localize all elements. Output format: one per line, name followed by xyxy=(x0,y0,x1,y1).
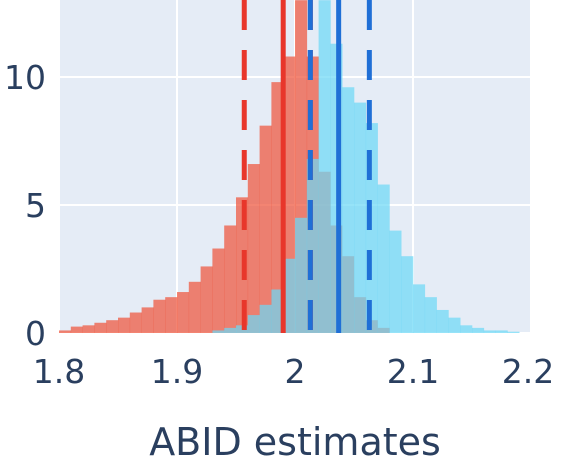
histogram-bar xyxy=(224,327,237,333)
x-tick-label: 1.9 xyxy=(151,352,203,391)
x-axis-title: ABID estimates xyxy=(149,420,441,464)
x-tick-label: 2.2 xyxy=(502,352,554,391)
x-axis-ticks: 1.8 1.9 2 2.1 2.2 xyxy=(33,352,554,391)
histogram-bar xyxy=(94,322,107,333)
histogram-bar xyxy=(460,325,473,333)
histogram-bar xyxy=(413,284,426,333)
histogram-bar xyxy=(188,281,201,333)
histogram-bar xyxy=(212,330,225,333)
histogram-bars xyxy=(59,0,520,334)
x-tick-label: 1.8 xyxy=(33,352,85,391)
histogram-bar xyxy=(448,317,461,333)
histogram-bar xyxy=(129,312,142,333)
histogram-bar xyxy=(177,292,190,333)
x-tick-label: 2 xyxy=(285,352,306,391)
histogram-bar xyxy=(436,309,449,333)
histogram-bar xyxy=(259,304,272,333)
reference-lines xyxy=(241,0,372,333)
histogram-bar xyxy=(200,266,213,333)
y-tick-label: 10 xyxy=(4,58,46,97)
histogram-bar xyxy=(165,297,178,333)
histogram-bar xyxy=(318,0,331,333)
histogram-bar xyxy=(472,327,485,333)
x-tick-label: 2.1 xyxy=(387,352,439,391)
histogram-bar xyxy=(401,256,414,333)
histogram-bar xyxy=(342,87,355,334)
histogram-bar xyxy=(377,184,390,333)
histogram-bar xyxy=(271,289,284,333)
y-tick-label: 5 xyxy=(25,186,46,225)
histogram-bar xyxy=(59,330,72,333)
histogram-bar xyxy=(354,102,367,333)
histogram-bar xyxy=(118,317,131,333)
histogram-bar xyxy=(153,299,166,333)
y-tick-label: 0 xyxy=(25,314,46,353)
histogram-bar xyxy=(82,325,95,333)
y-axis-ticks: 0 5 10 xyxy=(4,58,46,353)
histogram-bar xyxy=(224,225,237,333)
histogram-bar xyxy=(212,248,225,333)
histogram-bar xyxy=(483,330,496,333)
histogram-bar xyxy=(389,230,402,333)
histogram-bar xyxy=(259,125,272,333)
histogram-bar xyxy=(106,320,119,333)
histogram-bar xyxy=(247,315,260,333)
histogram-bar xyxy=(271,82,284,334)
histogram-bar xyxy=(247,164,260,333)
histogram-bar xyxy=(141,307,154,333)
histogram-bar xyxy=(283,258,296,333)
histogram-bar xyxy=(507,331,520,333)
histogram-bar xyxy=(295,217,308,333)
histogram-bar xyxy=(70,326,83,333)
histogram-bar xyxy=(495,330,508,333)
histogram-bar xyxy=(424,297,437,333)
